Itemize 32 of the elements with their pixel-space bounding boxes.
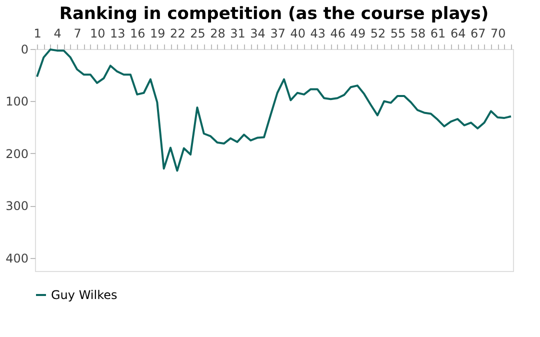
line-series (36, 48, 512, 172)
x-tick-label: 61 (430, 26, 446, 40)
x-tick-label: 52 (370, 26, 386, 40)
y-tick-label: 0 (20, 42, 28, 56)
x-tick-label: 46 (330, 26, 346, 40)
x-tick-label: 67 (470, 26, 486, 40)
x-tick-label: 43 (310, 26, 326, 40)
x-tick-label: 16 (130, 26, 146, 40)
x-tick-label: 55 (390, 26, 406, 40)
x-tick-label: 1 (34, 26, 42, 40)
x-tick-label: 10 (90, 26, 106, 40)
y-tick-label: 200 (6, 146, 28, 161)
x-tick-label: 13 (110, 26, 126, 40)
x-tick-label: 7 (74, 26, 82, 40)
x-tick-label: 40 (290, 26, 306, 40)
y-tick-label: 300 (6, 199, 28, 214)
y-tick-label: 400 (6, 251, 28, 266)
chart-title: Ranking in competition (as the course plays) (59, 4, 489, 24)
x-tick-label: 25 (190, 26, 206, 40)
legend-label: Guy Wilkes (51, 288, 118, 302)
x-tick-label: 4 (54, 26, 62, 40)
x-tick-label: 22 (170, 26, 186, 40)
x-tick-label: 34 (250, 26, 266, 40)
x-tick-label: 28 (210, 26, 226, 40)
x-tick-label: 49 (350, 26, 366, 40)
x-tick-label: 58 (410, 26, 426, 40)
x-tick-label: 31 (230, 26, 246, 40)
x-tick-label: 70 (490, 26, 506, 40)
x-tick-label: 64 (450, 26, 466, 40)
x-tick-label: 37 (270, 26, 286, 40)
y-tick-label: 100 (6, 94, 28, 109)
x-tick-label: 19 (150, 26, 166, 40)
